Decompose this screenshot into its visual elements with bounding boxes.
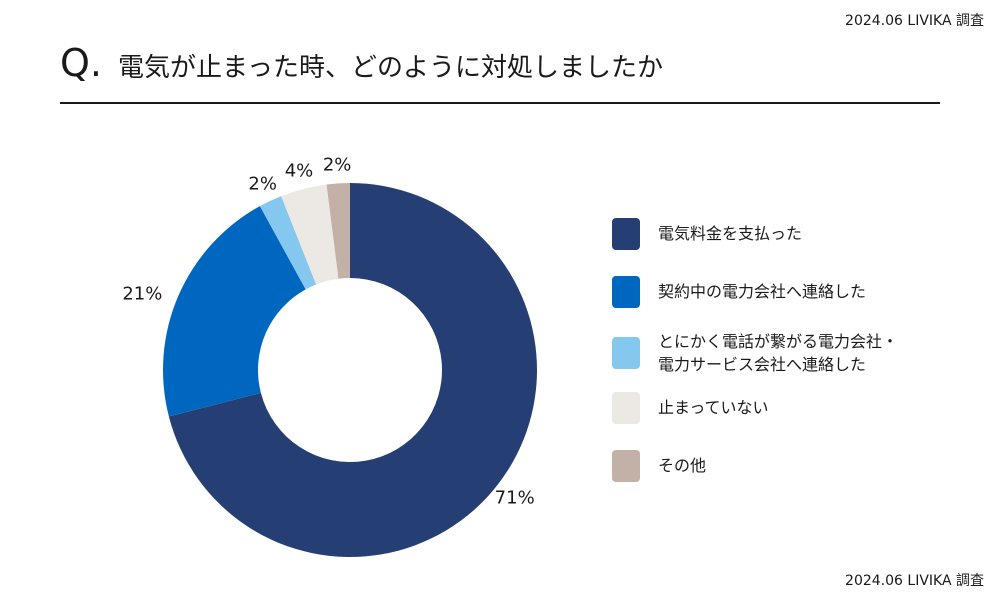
legend-label: 止まっていない: [658, 398, 769, 418]
data-label-contracted-company: 21%: [122, 283, 162, 304]
legend-swatch: [612, 392, 640, 424]
legend-label: とにかく電話が繋がる電力会社・ 電力サービス会社へ連絡した: [658, 332, 899, 375]
legend-swatch: [612, 218, 640, 250]
slice-not-stopped: [281, 184, 339, 285]
title-divider: [60, 102, 940, 104]
legend-item-other: その他: [612, 450, 706, 482]
legend-item-not-stopped: 止まっていない: [612, 392, 769, 424]
data-label-not-stopped: 4%: [285, 160, 314, 181]
source-note-top: 2024.06 LIVIKA 調査: [845, 13, 984, 29]
slice-other: [326, 183, 350, 279]
question-mark: Q.: [60, 41, 102, 85]
donut-data-labels: 71% 21% 2% 4% 2%: [122, 154, 534, 508]
source-note-bottom: 2024.06 LIVIKA 調査: [845, 573, 984, 589]
legend-swatch: [612, 450, 640, 482]
data-label-paid-bill: 71%: [495, 488, 535, 509]
legend-label: 電気料金を支払った: [658, 224, 803, 244]
data-label-other: 2%: [323, 154, 352, 175]
chart-title: 電気が止まった時、どのように対処しましたか: [118, 53, 663, 83]
slice-any-company: [259, 196, 317, 290]
legend-swatch: [612, 276, 640, 308]
slice-paid-bill: [168, 183, 538, 557]
legend-swatch: [612, 337, 640, 370]
legend-item-paid-bill: 電気料金を支払った: [612, 218, 802, 250]
legend-label: その他: [658, 456, 707, 476]
legend-item-any-company: とにかく電話が繋がる電力会社・ 電力サービス会社へ連絡した: [612, 330, 898, 376]
legend-item-contracted-company: 契約中の電力会社へ連絡した: [612, 276, 866, 308]
donut-slices: [162, 183, 538, 557]
legend-label: 契約中の電力会社へ連絡した: [658, 282, 867, 302]
question-header: Q. 電気が止まった時、どのように対処しましたか: [60, 44, 663, 82]
donut-chart: 71% 21% 2% 4% 2%: [122, 154, 538, 557]
slice-contracted-company: [162, 206, 306, 417]
data-label-any-company: 2%: [248, 174, 277, 195]
